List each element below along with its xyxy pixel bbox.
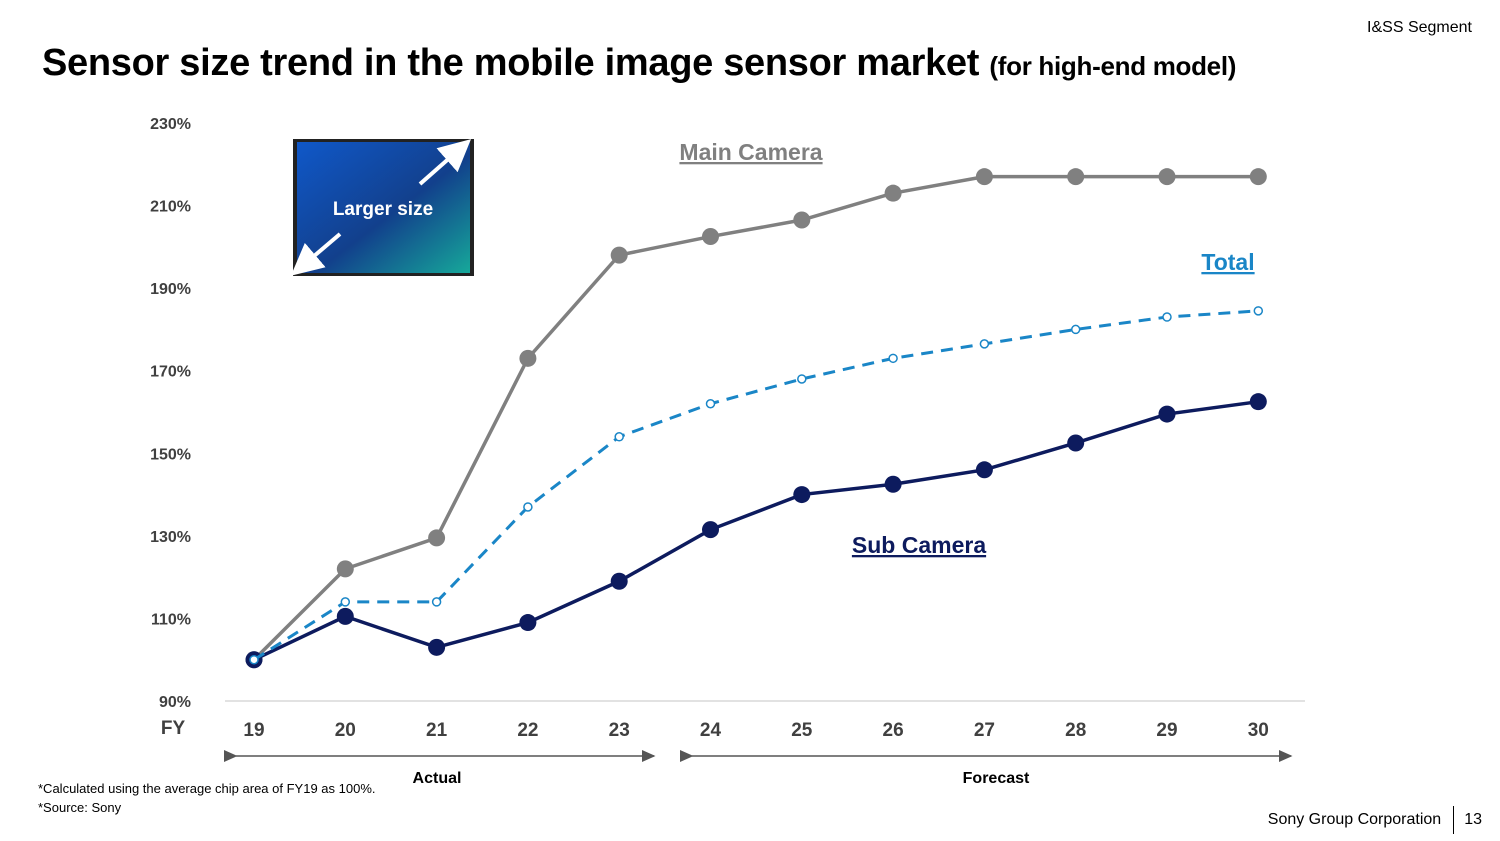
data-point-total <box>340 597 351 607</box>
x-tick-label: 23 <box>609 720 630 741</box>
data-point-total <box>1162 312 1172 322</box>
y-tick-label: 230% <box>150 116 191 133</box>
series-line-total <box>253 309 1259 661</box>
x-tick-label: 28 <box>1065 720 1086 741</box>
data-point-total <box>523 502 533 512</box>
data-point-total <box>431 597 442 607</box>
period-forecast: Forecast <box>680 750 1293 787</box>
x-tick-label: 19 <box>243 720 264 741</box>
page-number: 13 <box>1464 811 1482 828</box>
x-tick-label: 24 <box>700 720 722 741</box>
x-tick-label: 20 <box>335 720 356 741</box>
title-main: Sensor size trend in the mobile image se… <box>42 42 980 84</box>
data-point-sub-camera <box>884 475 902 493</box>
footer-divider <box>1453 806 1455 834</box>
footnote-source: *Source: Sony <box>38 800 122 815</box>
sensor-inset: Larger size <box>290 139 474 276</box>
x-axis-title: FY <box>161 718 186 739</box>
data-point-main-camera <box>519 349 537 367</box>
period-forecast-label: Forecast <box>963 770 1030 787</box>
data-point-sub-camera <box>519 614 537 632</box>
y-tick-label: 90% <box>159 694 191 711</box>
x-tick-label: 22 <box>517 720 538 741</box>
x-tick-label: 21 <box>426 720 448 741</box>
data-point-main-camera <box>702 228 719 246</box>
series-label-main-camera: Main Camera <box>679 139 822 165</box>
data-point-total <box>614 432 624 442</box>
data-point-sub-camera <box>975 461 993 479</box>
data-point-main-camera <box>1158 168 1176 186</box>
page-title: Sensor size trend in the mobile image se… <box>42 42 1236 85</box>
x-tick-label: 27 <box>974 720 995 741</box>
title-subtitle: (for high-end model) <box>989 51 1237 81</box>
x-tick-label: 29 <box>1156 720 1177 741</box>
data-point-sub-camera <box>793 486 811 504</box>
data-point-total <box>1253 306 1264 316</box>
period-actual-label: Actual <box>413 770 462 787</box>
data-point-sub-camera <box>428 638 446 656</box>
period-actual: Actual <box>224 750 656 787</box>
data-point-sub-camera <box>336 607 354 625</box>
data-point-sub-camera <box>610 572 628 590</box>
y-tick-label: 210% <box>150 199 191 216</box>
data-point-main-camera <box>793 211 811 229</box>
x-tick-label: 26 <box>883 720 904 741</box>
data-point-main-camera <box>975 168 993 186</box>
data-point-sub-camera <box>1158 405 1176 423</box>
footer-company: Sony Group Corporation <box>1267 811 1442 828</box>
data-point-main-camera <box>1249 168 1267 186</box>
series-line-sub-camera <box>253 399 1259 662</box>
data-point-main-camera <box>428 529 446 547</box>
data-point-total <box>797 374 807 384</box>
y-tick-label: 150% <box>150 446 191 463</box>
x-tick-label: 30 <box>1248 720 1269 741</box>
data-point-main-camera <box>336 560 354 578</box>
series-label-total: Total <box>1201 249 1254 275</box>
expand-arrow-down-icon <box>290 232 342 276</box>
inset-label: Larger size <box>333 199 433 220</box>
footnote-calculation: *Calculated using the average chip area … <box>38 781 376 796</box>
data-point-main-camera <box>1067 168 1085 186</box>
data-point-sub-camera <box>702 521 719 539</box>
series-label-sub-camera: Sub Camera <box>852 532 986 558</box>
data-point-main-camera <box>884 184 902 202</box>
data-point-total <box>888 353 898 364</box>
y-tick-label: 110% <box>151 611 191 628</box>
data-point-total <box>979 339 990 349</box>
y-tick-label: 130% <box>150 529 191 546</box>
y-tick-label: 190% <box>150 281 191 298</box>
data-point-sub-camera <box>1249 393 1267 411</box>
data-point-sub-camera <box>1067 434 1085 452</box>
footer: Sony Group Corporation 13 <box>1268 806 1482 834</box>
segment-label: I&SS Segment <box>1367 19 1472 36</box>
data-point-main-camera <box>610 246 628 264</box>
data-point-total <box>249 654 259 665</box>
series-line-main-camera <box>252 174 1259 661</box>
data-point-total <box>1070 324 1081 335</box>
y-tick-label: 170% <box>150 364 191 381</box>
x-tick-label: 25 <box>791 720 813 741</box>
data-point-total <box>705 398 716 409</box>
expand-arrow-up-icon <box>418 139 472 186</box>
